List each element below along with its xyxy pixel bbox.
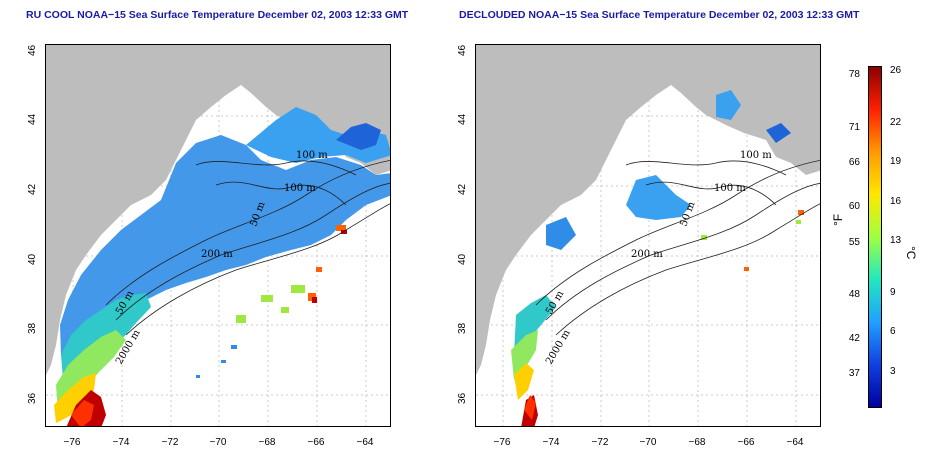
cold-water-area: [626, 175, 691, 220]
colorbar-f-tick: 78: [848, 69, 860, 80]
y-tick-label: 40: [27, 253, 38, 265]
y-tick-label: 36: [27, 392, 38, 404]
contour-label-100m-a: 100 m: [296, 150, 328, 161]
y-tick-label: 44: [457, 113, 468, 125]
x-tick-label: −68: [258, 437, 276, 448]
celsius-unit-label: °C: [904, 246, 918, 260]
colorbar-c-tick: 3: [890, 366, 896, 377]
colorbar-c-tick: 22: [890, 117, 902, 128]
x-tick-label: −70: [639, 437, 657, 448]
contour-label-200m: 200 m: [631, 249, 663, 260]
x-tick-label: −64: [356, 437, 374, 448]
x-tick-label: −68: [688, 437, 706, 448]
colorbar-f-tick: 71: [848, 122, 860, 133]
y-tick-label: 46: [27, 44, 38, 56]
colorbar-c-tick: 19: [890, 156, 902, 167]
x-tick-label: −66: [307, 437, 325, 448]
left-map-title: RU COOL NOAA−15 Sea Surface Temperature …: [26, 9, 409, 21]
x-tick-label: −70: [209, 437, 227, 448]
colorbar-f-tick: 66: [848, 157, 860, 168]
x-tick-label: −76: [493, 437, 511, 448]
y-tick-label: 38: [27, 322, 38, 334]
x-tick-label: −66: [737, 437, 755, 448]
y-tick-label: 42: [457, 183, 468, 195]
land-mass: [476, 45, 820, 375]
y-tick-label: 40: [457, 253, 468, 265]
colorbar-c-tick: 9: [890, 287, 896, 298]
colorbar-f-tick: 60: [848, 201, 860, 212]
x-tick-label: −74: [542, 437, 560, 448]
y-tick-label: 38: [457, 322, 468, 334]
left-sst-map: 100 m 100 m 50 m 200 m 50 m 2000 m: [45, 44, 391, 427]
colorbar-c-tick: 13: [890, 235, 902, 246]
colorbar-f-tick: 48: [848, 289, 860, 300]
colorbar-c-tick: 6: [890, 326, 896, 337]
colorbar-c-tick: 16: [890, 196, 902, 207]
y-tick-label: 42: [27, 183, 38, 195]
x-tick-label: −64: [786, 437, 804, 448]
contour-label-200m: 200 m: [201, 249, 233, 260]
colorbar-f-tick: 37: [848, 368, 860, 379]
contour-label-2000m: 2000 m: [544, 328, 573, 367]
temperature-colorbar: [868, 66, 882, 408]
y-tick-label: 36: [457, 392, 468, 404]
x-tick-label: −72: [161, 437, 179, 448]
contour-label-100m-b: 100 m: [284, 183, 316, 194]
right-map-canvas: 100 m 100 m 50 m 200 m 50 m 2000 m: [476, 45, 820, 426]
x-tick-label: −74: [112, 437, 130, 448]
y-tick-label: 46: [457, 44, 468, 56]
colorbar-f-tick: 42: [848, 333, 860, 344]
right-sst-map: 100 m 100 m 50 m 200 m 50 m 2000 m: [475, 44, 821, 427]
contour-label-100m-b: 100 m: [714, 183, 746, 194]
y-tick-label: 44: [27, 113, 38, 125]
x-tick-label: −72: [591, 437, 609, 448]
colorbar-f-tick: 55: [848, 237, 860, 248]
right-map-title: DECLOUDED NOAA−15 Sea Surface Temperatur…: [459, 9, 860, 21]
fahrenheit-unit-label: °F: [831, 213, 845, 226]
contour-label-100m-a: 100 m: [740, 150, 772, 161]
left-map-canvas: 100 m 100 m 50 m 200 m 50 m 2000 m: [46, 45, 390, 426]
colorbar-c-tick: 26: [890, 65, 902, 76]
x-tick-label: −76: [63, 437, 81, 448]
